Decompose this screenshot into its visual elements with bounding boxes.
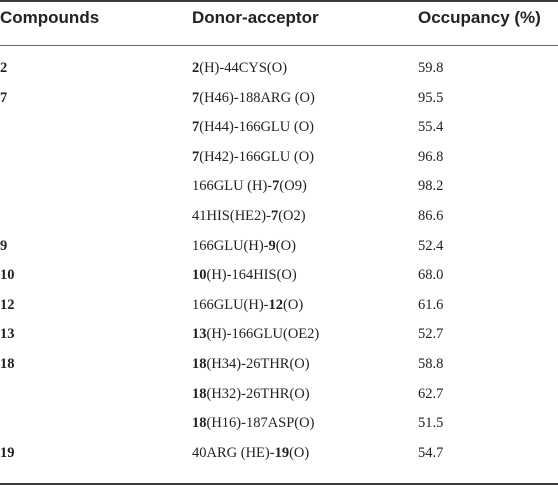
donor-acceptor-suffix: (H46)-188ARG (O) — [199, 90, 315, 106]
occupancy-cell: 98.2 — [418, 178, 444, 194]
compound-cell: 7 — [0, 90, 8, 106]
donor-acceptor-prefix: 166GLU(H)- — [192, 297, 269, 313]
occupancy-cell: 52.7 — [418, 326, 444, 342]
donor-acceptor-suffix: (H32)-26THR(O) — [206, 386, 310, 402]
compound-cell: 2 — [0, 60, 8, 76]
compound-cell: 19 — [0, 445, 15, 461]
donor-acceptor-cell: 18(H34)-26THR(O) — [192, 349, 310, 379]
donor-acceptor-cell: 7(H44)-166GLU (O) — [192, 112, 314, 142]
donor-acceptor-suffix: (H)-166GLU(OE2) — [206, 326, 320, 342]
occupancy-cell: 62.7 — [418, 386, 444, 402]
table-row: 13 13(H)-166GLU(OE2) 52.7 — [0, 319, 558, 349]
donor-acceptor-cell: 166GLU (H)-7(O9) — [192, 171, 307, 201]
donor-acceptor-compound-ref: 7 — [272, 178, 280, 194]
donor-acceptor-prefix: 166GLU (H)- — [192, 178, 273, 194]
donor-acceptor-prefix: 41HIS(HE2)- — [192, 208, 271, 224]
donor-acceptor-compound-ref: 12 — [268, 297, 284, 313]
table-top-rule — [0, 0, 558, 2]
occupancy-cell: 96.8 — [418, 149, 444, 165]
donor-acceptor-suffix: (O2) — [278, 208, 306, 224]
donor-acceptor-compound-ref: 7 — [192, 149, 200, 165]
donor-acceptor-compound-ref: 19 — [274, 445, 290, 461]
donor-acceptor-suffix: (H)-44CYS(O) — [199, 60, 288, 76]
donor-acceptor-compound-ref: 10 — [192, 267, 207, 283]
donor-acceptor-cell: 7(H46)-188ARG (O) — [192, 83, 315, 113]
compound-cell: 12 — [0, 297, 15, 313]
header-donor-acceptor: Donor-acceptor — [192, 8, 319, 27]
donor-acceptor-cell: 13(H)-166GLU(OE2) — [192, 319, 319, 349]
occupancy-cell: 61.6 — [418, 297, 444, 313]
occupancy-cell: 58.8 — [418, 356, 444, 372]
donor-acceptor-cell: 10(H)-164HIS(O) — [192, 260, 297, 290]
compound-cell: 13 — [0, 326, 15, 342]
donor-acceptor-cell: 41HIS(HE2)-7(O2) — [192, 201, 306, 231]
donor-acceptor-compound-ref: 9 — [268, 238, 276, 254]
donor-acceptor-suffix: (O) — [275, 238, 296, 254]
donor-acceptor-suffix: (O) — [289, 445, 310, 461]
table-row: 41HIS(HE2)-7(O2) 86.6 — [0, 201, 558, 231]
donor-acceptor-cell: 40ARG (HE)-19(O) — [192, 438, 309, 468]
donor-acceptor-compound-ref: 18 — [192, 386, 207, 402]
table-row: 9 166GLU(H)-9(O) 52.4 — [0, 231, 558, 261]
occupancy-cell: 55.4 — [418, 119, 444, 135]
table-row: 19 40ARG (HE)-19(O) 54.7 — [0, 438, 558, 468]
table-row: 18 18(H34)-26THR(O) 58.8 — [0, 349, 558, 379]
table-row: 166GLU (H)-7(O9) 98.2 — [0, 171, 558, 201]
donor-acceptor-suffix: (H44)-166GLU (O) — [199, 119, 315, 135]
donor-acceptor-suffix: (H34)-26THR(O) — [206, 356, 310, 372]
table-row: 7(H44)-166GLU (O) 55.4 — [0, 112, 558, 142]
table-row: 2 2(H)-44CYS(O) 59.8 — [0, 53, 558, 83]
header-occupancy: Occupancy (%) — [418, 8, 541, 27]
donor-acceptor-cell: 2(H)-44CYS(O) — [192, 53, 287, 83]
header-rule — [0, 45, 558, 46]
compound-cell: 9 — [0, 238, 8, 254]
occupancy-cell: 68.0 — [418, 267, 444, 283]
donor-acceptor-compound-ref: 18 — [192, 356, 207, 372]
donor-acceptor-cell: 7(H42)-166GLU (O) — [192, 142, 314, 172]
occupancy-cell: 54.7 — [418, 445, 444, 461]
table-row: 7 7(H46)-188ARG (O) 95.5 — [0, 83, 558, 113]
donor-acceptor-suffix: (H42)-166GLU (O) — [199, 149, 315, 165]
donor-acceptor-cell: 18(H32)-26THR(O) — [192, 379, 310, 409]
table-bottom-rule — [0, 483, 558, 485]
occupancy-cell: 59.8 — [418, 60, 444, 76]
donor-acceptor-cell: 18(H16)-187ASP(O) — [192, 408, 314, 438]
occupancy-cell: 51.5 — [418, 415, 444, 431]
donor-acceptor-compound-ref: 7 — [192, 90, 200, 106]
donor-acceptor-prefix: 40ARG (HE)- — [192, 445, 275, 461]
donor-acceptor-compound-ref: 18 — [192, 415, 207, 431]
donor-acceptor-compound-ref: 7 — [270, 208, 279, 224]
compound-cell: 18 — [0, 356, 15, 372]
donor-acceptor-suffix: (H16)-187ASP(O) — [206, 415, 315, 431]
table-row: 7(H42)-166GLU (O) 96.8 — [0, 142, 558, 172]
donor-acceptor-compound-ref: 7 — [192, 119, 200, 135]
table-row: 10 10(H)-164HIS(O) 68.0 — [0, 260, 558, 290]
table-row: 18(H16)-187ASP(O) 51.5 — [0, 408, 558, 438]
donor-acceptor-suffix: (O) — [283, 297, 304, 313]
table-row: 18(H32)-26THR(O) 62.7 — [0, 379, 558, 409]
donor-acceptor-compound-ref: 13 — [192, 326, 207, 342]
occupancy-cell: 52.4 — [418, 238, 444, 254]
donor-acceptor-cell: 166GLU(H)-9(O) — [192, 231, 296, 261]
donor-acceptor-suffix: (O9) — [279, 178, 307, 194]
table-row: 12 166GLU(H)-12(O) 61.6 — [0, 290, 558, 320]
donor-acceptor-compound-ref: 2 — [192, 60, 200, 76]
occupancy-cell: 86.6 — [418, 208, 444, 224]
donor-acceptor-prefix: 166GLU(H)- — [192, 238, 269, 254]
occupancy-cell: 95.5 — [418, 90, 444, 106]
header-compounds: Compounds — [0, 8, 100, 27]
donor-acceptor-cell: 166GLU(H)-12(O) — [192, 290, 303, 320]
donor-acceptor-suffix: (H)-164HIS(O) — [206, 267, 297, 283]
compound-cell: 10 — [0, 267, 15, 283]
